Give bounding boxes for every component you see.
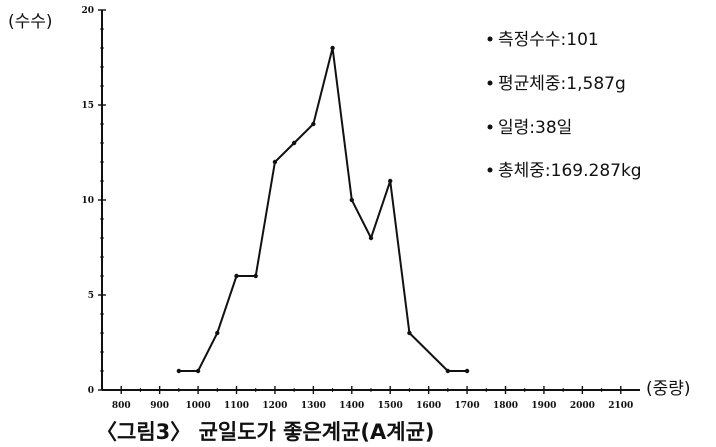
x-tick-label: 1300 xyxy=(301,401,326,411)
y-minor-ticks xyxy=(100,28,104,372)
y-tick-label: 5 xyxy=(88,291,94,301)
y-axis-ticks: 0 5 10 15 20 xyxy=(81,6,106,396)
data-point xyxy=(330,45,335,51)
bullet-icon xyxy=(487,80,493,86)
data-point xyxy=(445,368,451,374)
data-point xyxy=(234,273,239,279)
data-point xyxy=(407,330,412,336)
bullet-icon xyxy=(487,167,493,173)
x-minor-ticks xyxy=(139,388,603,392)
data-point xyxy=(176,368,182,374)
x-tick-label: 1100 xyxy=(224,401,249,411)
data-point xyxy=(272,159,278,165)
stat-total-weight: 총체중:169.287kg xyxy=(498,161,642,181)
x-tick-label: 900 xyxy=(150,401,169,411)
data-point xyxy=(464,368,470,374)
series-points xyxy=(176,45,470,374)
x-axis-ticks: 800 900 1000 1100 1200 1300 1400 1500 1600 1700 18… xyxy=(112,386,633,411)
x-tick-label: 1400 xyxy=(339,401,364,411)
x-axis-title: (중량) xyxy=(646,379,691,399)
data-point xyxy=(388,178,393,184)
y-tick-label: 0 xyxy=(88,386,94,396)
x-tick-label: 1600 xyxy=(416,401,441,411)
series-line xyxy=(178,47,468,372)
data-point xyxy=(291,140,297,146)
x-tick-label: 1500 xyxy=(378,401,403,411)
y-tick-label: 15 xyxy=(81,101,94,111)
data-point xyxy=(349,197,354,203)
bullet-icon xyxy=(487,124,493,130)
x-tick-label: 1000 xyxy=(186,401,211,411)
data-point xyxy=(215,330,220,336)
x-tick-label: 1700 xyxy=(455,401,480,411)
data-point xyxy=(253,273,258,279)
x-tick-label: 1800 xyxy=(493,401,518,411)
bullet-icon xyxy=(487,36,493,42)
stat-age: 일령:38일 xyxy=(498,118,572,138)
x-tick-label: 2100 xyxy=(608,401,633,411)
y-tick-label: 20 xyxy=(81,6,94,16)
y-axis-title: (수수) xyxy=(8,12,53,32)
stat-count: 측정수수:101 xyxy=(498,30,599,50)
x-tick-label: 2000 xyxy=(570,401,595,411)
y-tick-label: 10 xyxy=(81,196,94,206)
x-tick-label: 1900 xyxy=(531,401,556,411)
x-tick-label: 800 xyxy=(112,401,131,411)
data-point xyxy=(368,235,374,241)
data-point xyxy=(311,121,316,127)
summary-stats: 측정수수:101 평균체중:1,587g 일령:38일 총체중:169.287k… xyxy=(487,30,642,181)
data-point xyxy=(195,368,201,374)
x-tick-label: 1200 xyxy=(262,401,287,411)
figure-caption: 〈그림3〉 균일도가 좋은계균(A계균) xyxy=(96,420,435,444)
stat-average-weight: 평균체중:1,587g xyxy=(498,74,626,94)
